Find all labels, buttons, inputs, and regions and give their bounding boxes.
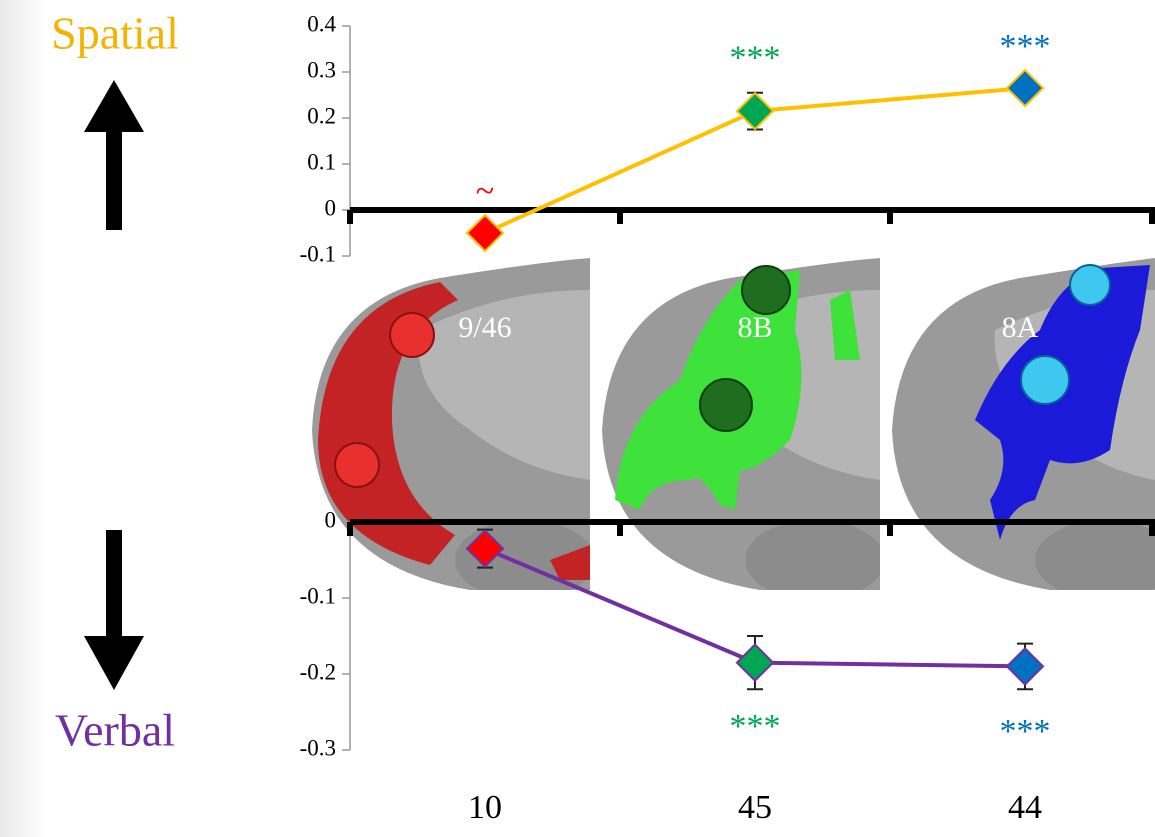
significance-annotation: *** [1000, 28, 1051, 65]
region-label: 9/46 [458, 311, 511, 344]
y-tick-label: 0.1 [307, 149, 336, 174]
significance-annotation: *** [730, 39, 781, 76]
y-tick-label: 0.3 [307, 57, 336, 82]
brain-images: 9/46 8B 8A [310, 255, 1155, 600]
brain-panel [600, 255, 885, 600]
y-tick-label: 0.4 [307, 11, 336, 36]
y-tick-label: 0 [325, 507, 337, 532]
x-tick-label: 45 [738, 789, 772, 826]
y-tick-label: 0.2 [307, 103, 336, 128]
x-tick-label: 44 [1008, 789, 1042, 826]
y-tick-label: -0.1 [300, 583, 336, 608]
figure: 9/46 8B 8A Spatial -0.1 0 0.1 0.2 0.3 0.4 ~ *** ***… [0, 0, 1155, 837]
significance-annotation: *** [730, 708, 781, 745]
brain-panel [890, 255, 1155, 600]
significance-annotation: ~ [476, 173, 494, 210]
x-tick-label: 10 [468, 789, 502, 826]
region-label: 8A [1002, 311, 1039, 344]
y-tick-label: -0.1 [300, 241, 336, 266]
region-label: 8B [737, 311, 772, 344]
y-axis-label: Verbal [55, 705, 175, 756]
y-tick-label: 0 [325, 195, 337, 220]
significance-annotation: *** [1000, 713, 1051, 750]
brain-panel [310, 255, 595, 600]
y-tick-label: -0.3 [300, 735, 336, 760]
y-tick-label: -0.2 [300, 659, 336, 684]
y-axis-label: Spatial [51, 8, 179, 59]
